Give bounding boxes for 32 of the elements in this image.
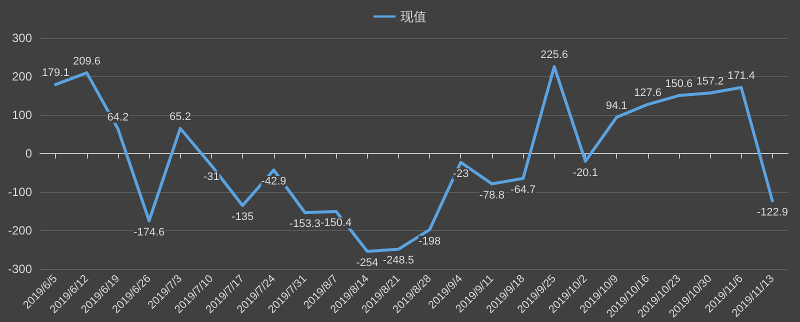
data-label: -153.3 [289,218,321,230]
data-label: -198 [418,235,441,248]
data-label: 225.6 [540,49,568,62]
data-label: -248.5 [382,254,414,267]
data-label: 157.2 [696,75,724,88]
data-label: 209.6 [72,55,101,68]
y-tick-label: 0 [25,146,32,161]
data-label: 150.6 [665,78,693,90]
data-label: -254 [356,256,378,269]
data-label: -78.8 [479,189,504,202]
data-label: 179.1 [42,67,70,80]
data-label: -122.9 [756,206,788,218]
data-label: 171.4 [727,70,756,82]
y-tick-label: 100 [12,108,32,122]
y-tick-label: 200 [12,70,32,84]
legend-label: 现值 [400,9,426,24]
data-label: -20.1 [572,166,598,179]
data-label: -31 [203,170,220,183]
data-label: 65.2 [170,110,191,123]
data-label: -23 [452,168,469,180]
data-label: 64.2 [107,111,129,124]
data-label: -42.9 [261,176,286,188]
y-tick-label: 300 [12,31,32,45]
data-label: -135 [232,211,254,224]
data-label: 94.1 [606,100,628,112]
y-tick-label: -200 [8,224,32,238]
data-label: 127.6 [634,86,662,99]
data-label: -174.6 [133,226,165,238]
y-tick-label: -100 [8,185,32,200]
data-label: -64.7 [510,184,536,196]
data-label: -150.4 [320,216,352,229]
y-tick-label: -300 [8,262,32,276]
